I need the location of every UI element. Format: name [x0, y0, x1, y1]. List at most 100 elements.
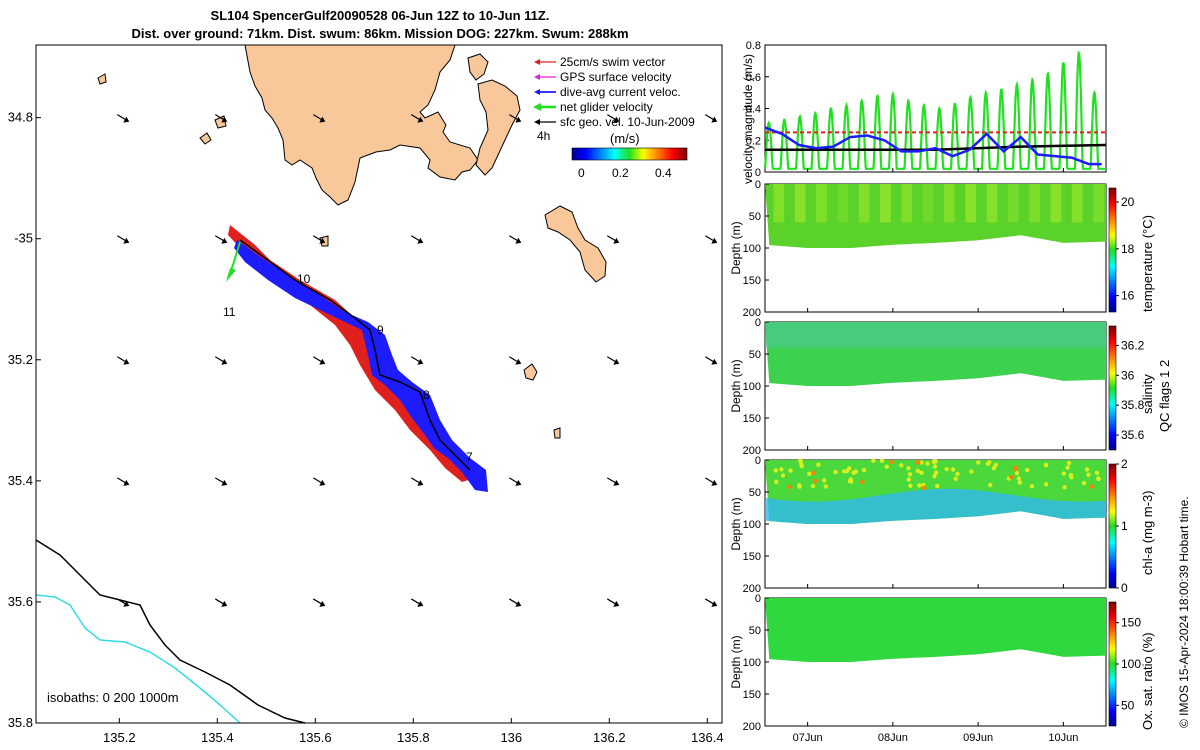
geo-arrowhead — [417, 116, 424, 123]
oxygen-cbar-label: Ox. sat. ratio (%) — [1140, 632, 1155, 730]
oxygen-ytick-label: 150 — [743, 689, 761, 701]
chl-sample-dot — [1013, 467, 1019, 472]
map-xtick-label: 135.4 — [201, 730, 234, 745]
geo-arrowhead — [123, 358, 130, 365]
geo-arrowhead — [613, 600, 620, 607]
oxygen-cbar-tick-label: 100 — [1121, 657, 1141, 671]
chl-sample-dot — [1017, 480, 1023, 485]
chl-sample-dot — [915, 468, 920, 474]
geo-arrowhead — [123, 600, 130, 607]
velocity-ytick-label: 0.8 — [746, 40, 761, 52]
colorbar-tick-1: 0.2 — [612, 166, 629, 180]
legend-gps-velocity: GPS surface velocity — [560, 70, 672, 84]
geo-arrowhead — [221, 479, 228, 486]
map-colorbar — [571, 147, 688, 161]
glider-track — [239, 239, 471, 471]
chl-sample-dot — [889, 460, 894, 465]
geo-arrowhead — [711, 116, 718, 123]
temperature-ytick-label: 150 — [743, 275, 761, 287]
chl-sample-dot — [935, 483, 940, 489]
chl-sample-dot — [955, 471, 960, 477]
day-label-10: 10 — [297, 272, 311, 286]
chl-a-colorbar — [1108, 463, 1117, 589]
chl-sample-dot — [1008, 474, 1014, 480]
chl-sample-dot — [932, 464, 938, 469]
geo-arrowhead — [123, 237, 130, 244]
chl-sample-dot — [1014, 470, 1020, 476]
geo-arrowhead — [221, 358, 228, 365]
geo-arrowhead — [123, 479, 130, 486]
chl-sample-dot — [773, 468, 778, 473]
geo-velocity-arrows — [116, 114, 718, 607]
geo-arrowhead — [515, 237, 522, 244]
chl-sample-dot — [906, 477, 911, 482]
temperature-band — [1071, 184, 1083, 223]
geo-arrowhead — [417, 358, 424, 365]
geo-arrowhead — [221, 600, 228, 607]
chl-a-ytick-label: 200 — [743, 583, 761, 595]
chl-sample-dot — [932, 474, 937, 479]
geo-arrowhead — [515, 479, 522, 486]
geo-arrowhead — [711, 600, 718, 607]
legend-arrows — [533, 59, 556, 125]
current-velocity-line — [764, 126, 1102, 166]
time-xtick-label: 08Jun — [878, 732, 908, 744]
map-ytick-label: 35.6 — [8, 594, 33, 609]
chl-sample-dot — [1044, 482, 1049, 487]
chl-sample-dot — [823, 484, 828, 489]
geo-arrowhead — [613, 237, 620, 244]
temperature-cbar-tick-label: 16 — [1121, 289, 1135, 303]
land-islet-5 — [553, 427, 561, 439]
isobath-200m — [35, 539, 306, 724]
chl-sample-dot — [985, 461, 990, 467]
chl-sample-dot — [833, 469, 838, 475]
chl-lower-layer — [765, 488, 1106, 524]
legend-swim-vector: 25cm/s swim vector — [560, 55, 666, 69]
isobath-1000m — [35, 594, 241, 724]
geo-arrowhead — [417, 237, 424, 244]
chl-sample-dot — [1081, 480, 1087, 486]
current-vector-swath — [234, 240, 488, 492]
chl-sample-dot — [1061, 471, 1066, 476]
geo-arrowhead — [613, 116, 620, 123]
net-velocity-line — [763, 50, 1106, 170]
temperature-band — [986, 184, 998, 223]
chl-sample-dot — [953, 476, 958, 481]
chl-sample-dot — [844, 469, 849, 474]
chl-sample-dot — [1089, 484, 1094, 489]
temperature-band — [837, 184, 849, 223]
map-xtick-label: 136 — [500, 730, 522, 745]
temperature-band — [901, 184, 913, 223]
temperature-data-field — [765, 184, 1106, 248]
chl-sample-dot — [787, 484, 793, 490]
chl-sample-dot — [861, 468, 867, 473]
geo-arrowhead — [319, 237, 326, 244]
geo-arrowhead — [319, 479, 326, 486]
salinity-ytick-label: 200 — [743, 445, 761, 457]
temperature-band — [816, 184, 827, 223]
track-map: 135.2 135.4 135.6 135.8 136 136.2 136.4 34.8 -35… — [8, 44, 724, 745]
chl-sample-dot — [811, 470, 816, 475]
figure-title-line2: Dist. over ground: 71km. Dist. swum: 86k… — [131, 26, 629, 41]
chl-a-cbar-tick-label: 2 — [1121, 457, 1128, 471]
map-axis-ticks: 135.2 135.4 135.6 135.8 136 136.2 136.4 34.8 -35… — [8, 110, 724, 745]
time-xtick-label: 07Jun — [793, 732, 823, 744]
temperature-band — [922, 184, 934, 223]
geo-arrowhead — [711, 358, 718, 365]
oxygen-ytick-label: 0 — [755, 593, 761, 605]
chl-sample-dot — [1062, 485, 1067, 490]
chl-sample-dot — [906, 466, 911, 471]
chl-sample-dot — [1094, 470, 1100, 475]
chl-sample-dot — [1025, 467, 1030, 473]
land-islands-south — [544, 205, 607, 283]
figure-title-line1: SL104 SpencerGulf20090528 06-Jun 12Z to … — [210, 8, 550, 23]
chl-sample-dot — [1096, 476, 1101, 482]
chl-sample-dot — [816, 462, 821, 467]
day-label-8: 8 — [423, 388, 430, 402]
chl-sample-dot — [813, 478, 818, 484]
chl-sample-dot — [884, 464, 889, 469]
temperature-band — [1093, 184, 1104, 223]
chl-sample-dot — [1069, 475, 1074, 480]
legend-sfc-geo-velocity: sfc geo. vel. 10-Jun-2009 — [560, 115, 695, 129]
